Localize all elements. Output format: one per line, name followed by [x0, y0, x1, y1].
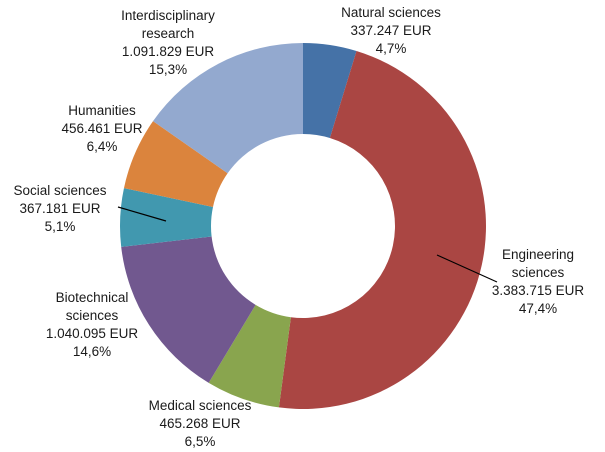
label-interdisciplinary-line: research	[142, 26, 195, 41]
label-engineering-line: 3.383.715 EUR	[492, 283, 585, 298]
label-engineering-line: 47,4%	[519, 301, 557, 316]
slice-natural	[303, 43, 357, 139]
label-humanities-line: Humanities	[68, 103, 136, 118]
label-natural-line: 4,7%	[376, 41, 407, 56]
slice-social	[119, 188, 213, 247]
label-biotechnical-line: 14,6%	[73, 344, 111, 359]
slice-humanities	[123, 121, 228, 207]
leader-line-engineering	[436, 254, 498, 283]
label-engineering-line: Engineering	[502, 247, 574, 262]
slice-biotechnical	[121, 236, 256, 383]
label-natural-line: 337.247 EUR	[350, 23, 431, 38]
label-engineering: Engineering sciences 3.383.715 EUR 47,4%	[492, 247, 585, 316]
slice-labels: Natural sciences 337.247 EUR 4,7% Engineeri…	[13, 5, 584, 449]
label-biotechnical-line: 1.040.095 EUR	[46, 326, 139, 341]
leader-lines	[117, 206, 498, 283]
label-social: Social sciences 367.181 EUR 5,1%	[13, 183, 106, 234]
label-humanities-line: 456.461 EUR	[61, 121, 142, 136]
label-social-line: Social sciences	[13, 183, 106, 198]
slice-engineering	[278, 50, 486, 409]
label-engineering-line: sciences	[512, 265, 565, 280]
label-natural-line: Natural sciences	[341, 5, 441, 20]
label-interdisciplinary-line: 1.091.829 EUR	[122, 44, 215, 59]
label-interdisciplinary-line: 15,3%	[149, 62, 187, 77]
label-medical-line: Medical sciences	[149, 398, 252, 413]
label-biotechnical: Biotechnical sciences 1.040.095 EUR 14,6%	[46, 290, 139, 359]
label-humanities: Humanities 456.461 EUR 6,4%	[61, 103, 142, 154]
label-humanities-line: 6,4%	[87, 139, 118, 154]
label-social-line: 367.181 EUR	[19, 201, 100, 216]
label-interdisciplinary-line: Interdisciplinary	[121, 8, 215, 23]
label-biotechnical-line: sciences	[66, 308, 119, 323]
label-medical: Medical sciences 465.268 EUR 6,5%	[149, 398, 252, 449]
label-interdisciplinary: Interdisciplinary research 1.091.829 EUR 15…	[121, 8, 215, 77]
donut-slices	[119, 42, 486, 409]
leader-line-social	[117, 206, 167, 222]
label-social-line: 5,1%	[45, 219, 76, 234]
label-biotechnical-line: Biotechnical	[56, 290, 129, 305]
label-medical-line: 465.268 EUR	[159, 416, 240, 431]
label-medical-line: 6,5%	[185, 434, 216, 449]
slice-medical	[208, 304, 291, 408]
label-natural: Natural sciences 337.247 EUR 4,7%	[341, 5, 441, 56]
slice-interdisciplinary	[153, 42, 303, 174]
